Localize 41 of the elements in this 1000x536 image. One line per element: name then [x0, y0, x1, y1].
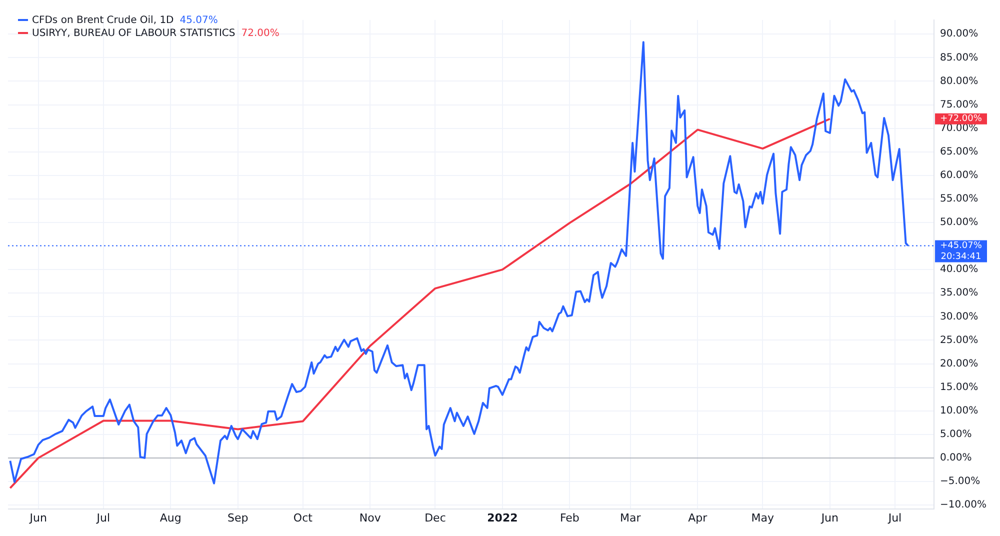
- x-tick-label: Sep: [228, 511, 248, 524]
- x-tick-label: Jun: [28, 511, 47, 524]
- x-tick-label: Apr: [688, 511, 708, 524]
- legend-label: USIRYY, BUREAU OF LABOUR STATISTICS: [32, 28, 236, 39]
- y-tick-label: 90.00%: [940, 28, 978, 40]
- annotation: 45.07%: [180, 15, 218, 26]
- y-tick-label: 10.00%: [940, 405, 978, 416]
- x-tick-label: Nov: [359, 511, 382, 524]
- x-tick-label: Jul: [887, 511, 902, 524]
- y-tick-label: 35.00%: [940, 288, 978, 299]
- text: +72.00%: [940, 114, 982, 124]
- y-tick-label: 50.00%: [940, 217, 978, 228]
- y-tick-label: 70.00%: [940, 122, 978, 134]
- y-tick-label: 60.00%: [940, 170, 978, 181]
- x-tick-label: 2022: [487, 511, 518, 524]
- x-tick-label: Mar: [620, 511, 642, 524]
- y-tick-label: 5.00%: [940, 428, 972, 440]
- x-tick-label: Jul: [96, 511, 110, 524]
- y-tick-label: 30.00%: [940, 311, 978, 322]
- annotation: 72.00%: [241, 28, 280, 39]
- y-tick-label: 0.00%: [940, 452, 972, 464]
- x-tick-label: Dec: [424, 511, 446, 524]
- text: +45.07%: [940, 241, 982, 252]
- y-tick-label: 55.00%: [940, 194, 978, 205]
- y-tick-label: 85.00%: [940, 52, 978, 64]
- x-tick-label: Oct: [293, 511, 314, 524]
- y-tick-label: 20.00%: [940, 358, 978, 370]
- y-tick-label: 15.00%: [940, 382, 978, 393]
- x-tick-label: May: [751, 511, 775, 524]
- x-tick-label: Jun: [820, 511, 839, 524]
- y-tick-label: 40.00%: [940, 264, 978, 276]
- text: 20:34:41: [940, 252, 982, 262]
- y-tick-label: 65.00%: [940, 146, 978, 158]
- legend-label: CFDs on Brent Crude Oil, 1D: [32, 15, 174, 26]
- y-tick-label: 80.00%: [940, 76, 978, 87]
- y-tick-label: −5.00%: [940, 476, 980, 488]
- y-tick-label: 25.00%: [940, 334, 978, 346]
- x-tick-label: Feb: [560, 511, 580, 524]
- y-tick-label: −10.00%: [940, 500, 987, 511]
- x-tick-label: Aug: [160, 511, 182, 524]
- y-tick-label: 75.00%: [940, 99, 978, 110]
